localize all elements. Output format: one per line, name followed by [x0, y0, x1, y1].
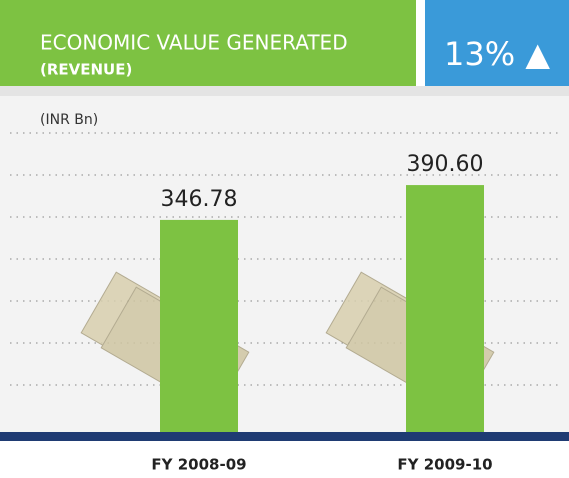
change-badge: 13% ▲: [444, 35, 550, 73]
bar: [406, 185, 484, 432]
value-label: 346.78: [161, 187, 238, 212]
x-tick-label: FY 2008-09: [151, 456, 246, 474]
chart-title: ECONOMIC VALUE GENERATED: [40, 31, 348, 55]
value-label: 390.60: [407, 152, 484, 177]
bar: [160, 219, 238, 432]
unit-label: (INR Bn): [40, 112, 98, 128]
header-shadow: [0, 86, 569, 96]
header-band: [0, 0, 416, 86]
badge-box: [425, 0, 569, 86]
chart-subtitle: (REVENUE): [40, 61, 132, 79]
baseline-bar: [0, 432, 569, 441]
x-tick-label: FY 2009-10: [397, 456, 492, 474]
